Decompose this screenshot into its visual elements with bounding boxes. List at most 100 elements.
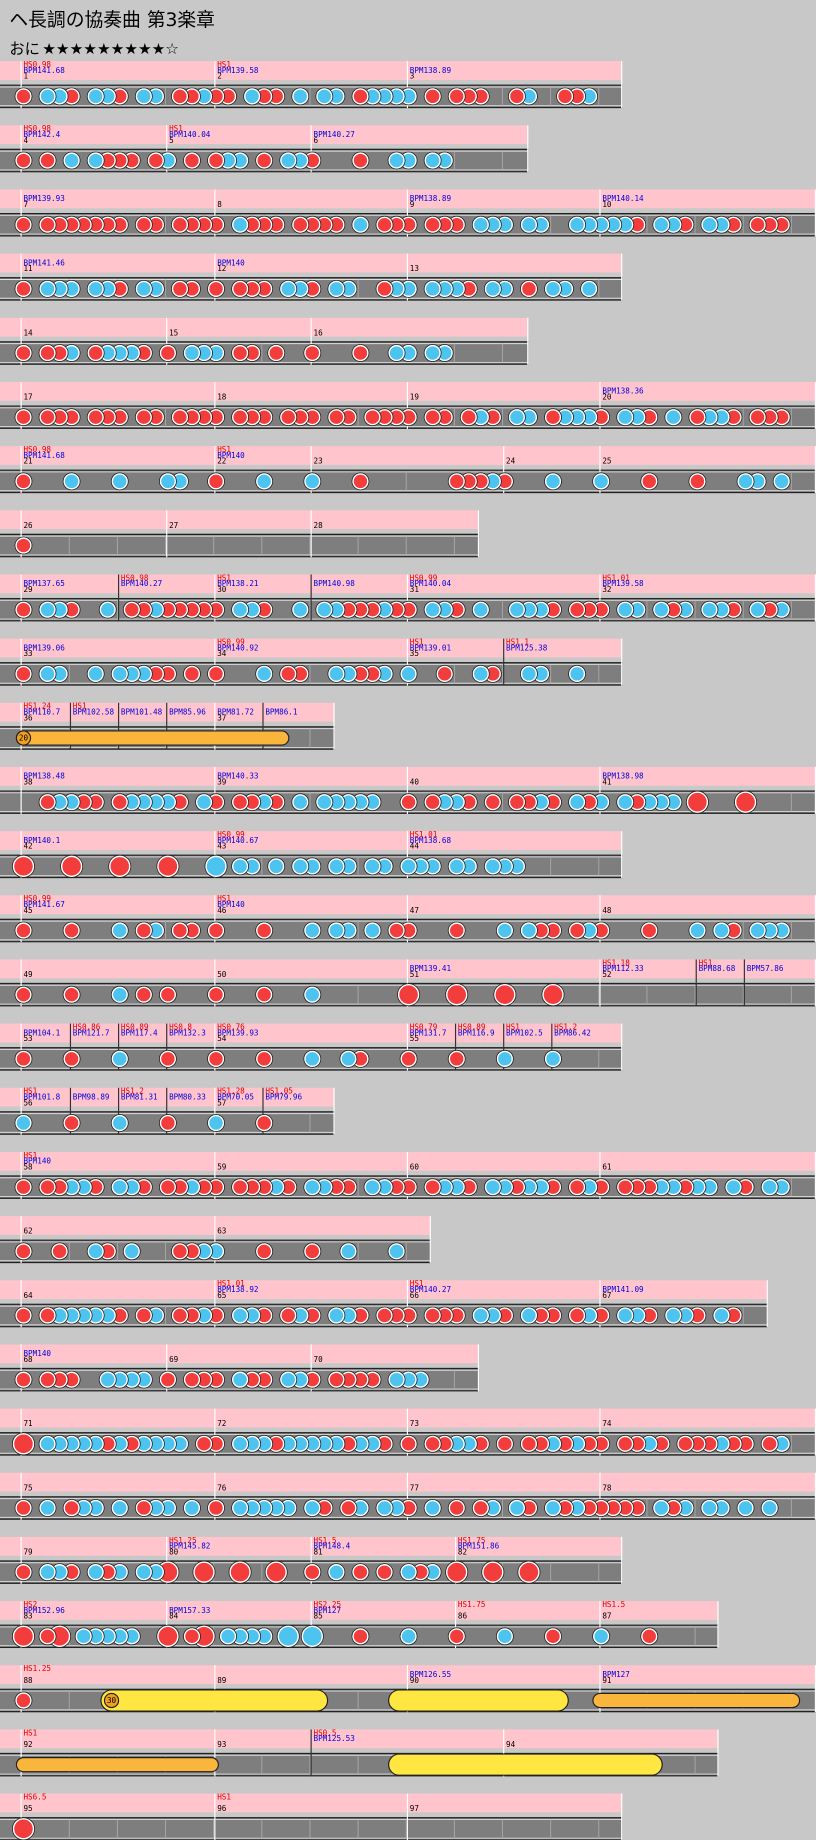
measure-number: 87 — [602, 1612, 612, 1621]
bpm-label: BPM86.42 — [554, 1028, 591, 1037]
measure-number: 43 — [217, 842, 227, 851]
measure-number: 36 — [23, 713, 33, 722]
ka-note — [303, 985, 322, 1004]
note-face — [568, 1307, 586, 1324]
scroll-speed: HS1.28 — [217, 1087, 245, 1096]
bpm-label: BPM86.1 — [265, 708, 298, 717]
note-face — [328, 922, 345, 939]
ka-note — [231, 215, 250, 234]
ka-note — [255, 472, 274, 491]
note-face — [304, 986, 321, 1003]
measure-number: 23 — [313, 457, 323, 466]
note-face — [617, 1435, 634, 1452]
measure-number: 15 — [169, 328, 178, 337]
bpm-label: BPM151.86 — [458, 1542, 500, 1551]
don-note — [279, 664, 298, 683]
note-face — [51, 1243, 68, 1260]
don-note — [423, 408, 442, 427]
note-face — [159, 1050, 176, 1067]
bpm-label: BPM139.58 — [217, 66, 259, 75]
don-note — [351, 1563, 370, 1582]
measure-number: 19 — [410, 393, 420, 402]
don-note — [291, 215, 310, 234]
ka-note — [279, 1370, 298, 1389]
song-title: ヘ長調の協奏曲 第3楽章 — [9, 9, 215, 31]
don-note — [231, 344, 250, 362]
ka-note — [315, 87, 334, 106]
ka-note — [255, 664, 274, 683]
note-face — [171, 922, 189, 939]
don-note — [134, 985, 153, 1004]
don-note — [11, 1624, 35, 1648]
measure-number: 79 — [23, 1548, 33, 1557]
ka-note — [231, 1370, 250, 1389]
don-note — [171, 921, 189, 940]
measure-number: 41 — [602, 778, 612, 787]
note-face — [542, 983, 564, 1006]
ka-note — [544, 472, 562, 491]
don-note — [134, 408, 153, 427]
don-note — [146, 151, 165, 170]
scroll-speed: HS2.25 — [313, 1600, 341, 1609]
note-face — [280, 280, 297, 297]
ka-note — [387, 344, 406, 362]
note-face — [15, 1692, 32, 1709]
note-face — [749, 216, 766, 233]
scroll-speed: HS1 — [217, 60, 231, 69]
note-face — [87, 152, 104, 169]
don-note — [267, 215, 286, 234]
don-note — [483, 793, 502, 812]
ka-note — [423, 600, 442, 619]
note-face — [424, 280, 441, 297]
note-face — [388, 1371, 405, 1388]
note-face — [725, 1179, 742, 1196]
scroll-speed: HS1.25 — [169, 1536, 197, 1545]
note-face — [424, 1499, 441, 1517]
don-note — [158, 344, 177, 362]
note-face — [472, 601, 489, 618]
measure-number: 56 — [23, 1098, 33, 1107]
ka-note — [544, 1049, 562, 1068]
note-face — [424, 409, 441, 426]
note-face — [701, 216, 718, 233]
note-face — [111, 1499, 128, 1517]
row-header — [0, 125, 529, 145]
scroll-speed: HS1.75 — [458, 1600, 486, 1609]
bpm-label: BPM101.8 — [23, 1093, 60, 1102]
note-face — [183, 344, 201, 362]
chart-row: 26 27 28 — [0, 510, 480, 558]
don-note — [748, 408, 767, 427]
don-note — [228, 1560, 252, 1584]
note-face — [665, 409, 682, 426]
note-face — [39, 665, 56, 682]
scroll-speed: HS1.01 — [410, 830, 438, 839]
note-face — [232, 1179, 249, 1196]
lane — [0, 1817, 623, 1840]
ka-note — [38, 1434, 57, 1453]
note-face — [39, 794, 56, 811]
note-face — [508, 794, 525, 811]
ka-note — [327, 1306, 346, 1325]
measure-number: 50 — [217, 970, 227, 979]
note-face — [544, 280, 562, 297]
don-note — [86, 344, 105, 362]
scroll-speed: HS1 — [169, 124, 183, 133]
don-note — [122, 600, 141, 619]
note-face — [123, 1243, 140, 1260]
don-note — [183, 664, 201, 683]
note-face — [352, 152, 369, 169]
don-note — [14, 344, 33, 362]
measure-number: 49 — [23, 970, 33, 979]
note-face — [135, 409, 152, 426]
measure-number: 62 — [23, 1227, 32, 1236]
measure-number: 97 — [410, 1804, 420, 1813]
note-face — [195, 794, 213, 811]
note-face — [484, 794, 501, 811]
note-face — [183, 152, 201, 169]
bpm-label: BPM139.01 — [410, 643, 452, 652]
note-face — [518, 1561, 540, 1583]
note-face — [15, 152, 32, 169]
